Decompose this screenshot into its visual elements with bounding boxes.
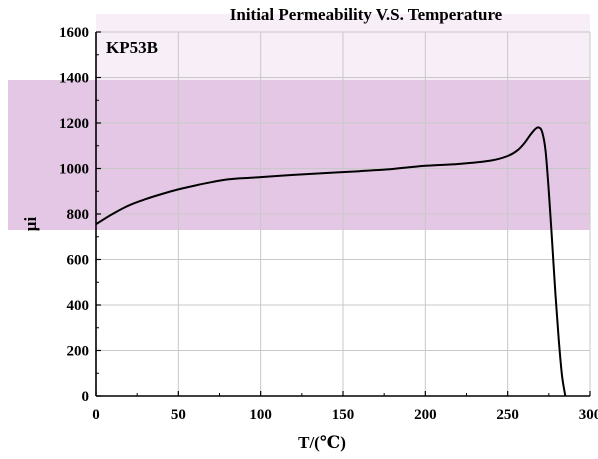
x-tick-label: 0 [92, 407, 100, 423]
y-tick-label: 800 [67, 207, 90, 223]
y-tick-label: 1000 [59, 162, 89, 178]
series-layer [95, 126, 567, 397]
series-annotation: KP53B [106, 38, 158, 57]
y-tick-label: 0 [82, 389, 90, 405]
y-tick-label: 1200 [59, 116, 89, 132]
x-tick-label: 250 [496, 407, 519, 423]
y-tick-label: 600 [67, 253, 90, 269]
x-tick-label: 300 [579, 407, 598, 423]
series-line [95, 126, 567, 397]
x-tick-label: 150 [332, 407, 355, 423]
x-tick-label: 50 [171, 407, 186, 423]
x-axis-title: T/(℃) [298, 433, 346, 452]
y-tick-label: 400 [67, 298, 90, 314]
x-tick-label: 100 [249, 407, 272, 423]
tick-labels: 0 50 100 150 200 250 300 0 200 400 600 800 1000 1200 1… [59, 25, 598, 423]
y-tick-label: 1600 [59, 25, 89, 41]
chart-title: Initial Permeability V.S. Temperature [230, 5, 503, 24]
y-axis-title: μi [21, 217, 40, 232]
y-tick-label: 200 [67, 344, 90, 360]
overlay-band [8, 80, 590, 230]
axes [95, 31, 591, 397]
y-tick-label: 1400 [59, 71, 89, 87]
x-tick-label: 200 [414, 407, 437, 423]
